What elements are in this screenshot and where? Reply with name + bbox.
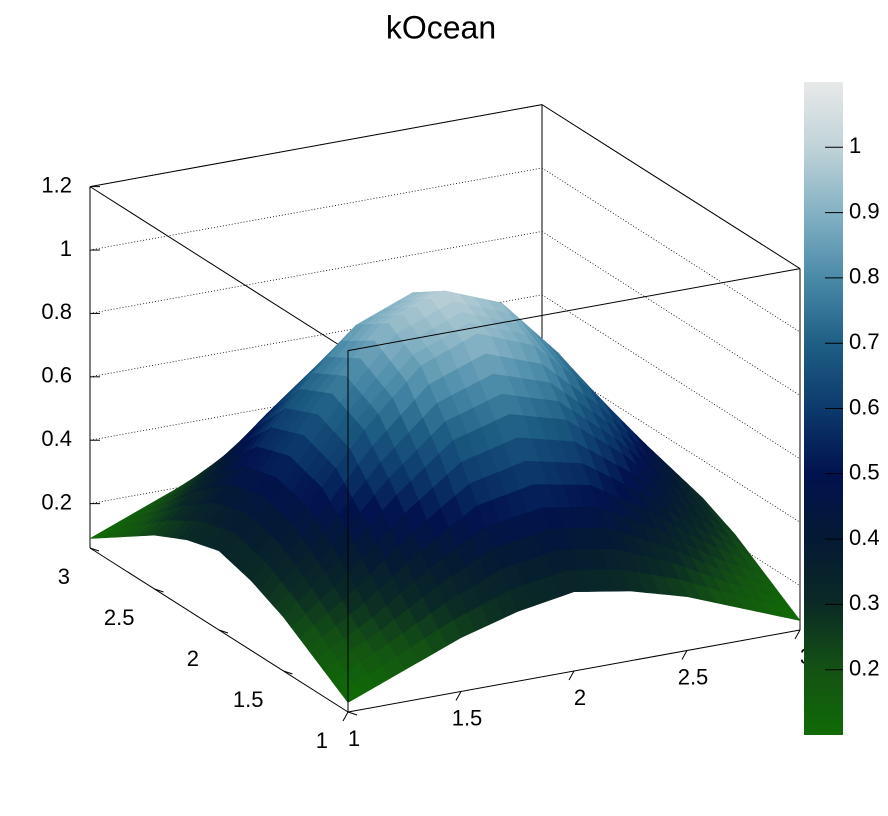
surface-patch [153,465,245,541]
surface-patch [396,440,486,571]
y-tick-label: 1 [316,728,328,753]
chart-title: kOcean [386,9,496,45]
surface-patch [710,555,801,621]
grid-line [541,231,801,396]
colorbar-tick-label: 0.5 [849,460,880,485]
y-tick-label: 1.5 [233,687,264,712]
surface-patch [356,290,446,326]
surface-patch [484,507,575,612]
box-edge [89,104,543,188]
x-tick [794,629,801,640]
y-tick-label: 2.5 [104,605,135,630]
surface-patch [371,569,462,671]
surface-patch [186,465,276,552]
y-tick [347,711,358,716]
z-tick-label: 1.2 [41,172,72,197]
x-tick [568,670,575,681]
surface-patch [283,558,373,661]
x-tick-label: 2 [574,685,586,710]
y-tick-label: 3 [58,564,70,589]
y-tick [283,670,293,675]
surface-patch [589,389,680,499]
colorbar-tick-label: 0.2 [849,656,880,681]
surface-patch [509,414,599,509]
surface-patch [541,506,631,593]
surface-patch [597,506,688,597]
x-tick [681,650,688,660]
surface-patch [218,476,309,582]
z-tick-label: 0.6 [41,363,72,388]
colorbar-tick-label: 0.8 [849,264,880,289]
grid-line [541,167,801,333]
box-edge [541,104,801,270]
surface-patch [420,333,510,441]
x-tick-label: 2.5 [678,664,709,689]
surface-patch [646,445,736,536]
x-tick [455,691,462,701]
surface-patch [363,365,454,496]
colorbar-tick-label: 1 [849,133,861,158]
z-tick-label: 0.8 [41,299,72,324]
surface-patch [622,453,712,558]
y-tick-label: 2 [187,646,199,671]
surface-patch [307,429,397,560]
surface-patch [210,389,300,478]
surface-cell [339,682,363,703]
surface-patch [428,527,518,639]
surface-patch [315,617,405,703]
surface-patch [299,323,390,395]
colorbar-tick-label: 0.7 [849,329,880,354]
colorbar-tick-label: 0.9 [849,198,880,223]
x-tick-label: 1.5 [452,705,483,730]
z-tick-label: 1 [60,236,72,261]
surface-patch [89,494,179,539]
colorbar-tick-label: 0.6 [849,394,880,419]
colorbar-tick-label: 0.4 [849,525,880,550]
y-tick [218,629,229,634]
y-tick [89,547,100,552]
surface-patch [121,477,212,538]
box-edge [89,186,349,352]
x-tick-label: 1 [348,726,360,751]
surface-patch [331,322,422,431]
z-tick-label: 0.2 [41,489,72,514]
surface-patch [178,412,268,496]
surface-patch [242,388,333,478]
surface-patch [501,302,591,390]
z-tick-label: 0.4 [41,426,72,451]
surface-patch [250,506,341,618]
x-tick [342,711,349,722]
surface-patch [452,414,543,528]
surface-patch [678,497,769,579]
grid-line [89,167,543,251]
colorbar-tick-label: 0.3 [849,590,880,615]
surface-patch [476,333,567,421]
box-edge [347,268,801,352]
surface-patch [565,419,656,530]
surface-patch [654,527,745,609]
surface-patch [275,393,365,508]
y-tick [154,588,164,593]
